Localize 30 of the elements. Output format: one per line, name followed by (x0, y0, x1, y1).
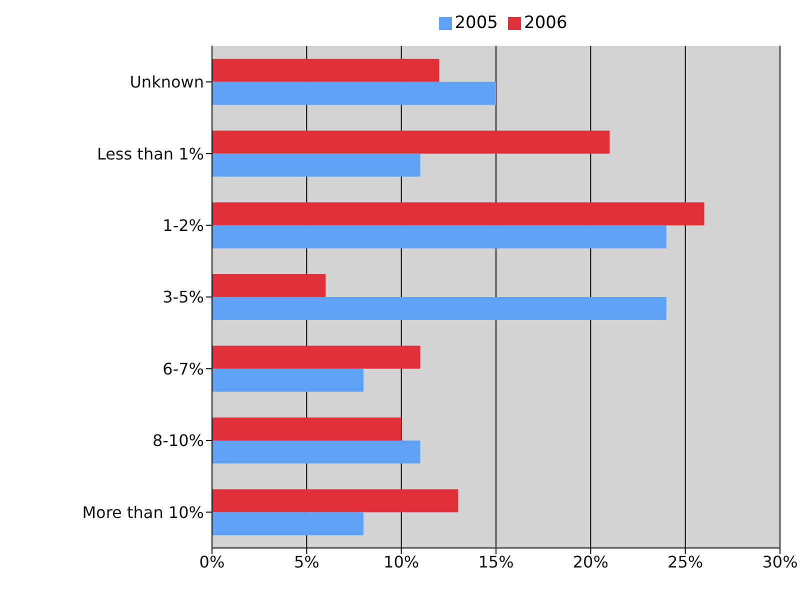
bar (212, 274, 326, 298)
legend-label: 2005 (454, 13, 498, 33)
bar (212, 440, 420, 464)
bar (212, 154, 420, 177)
bar (212, 346, 420, 369)
x-tick-label: 10% (384, 552, 420, 572)
bar (212, 512, 364, 536)
x-tick-label: 25% (668, 552, 704, 572)
bar (212, 297, 666, 320)
y-tick-label: More than 10% (82, 502, 204, 522)
y-tick-label: 1-2% (162, 216, 204, 235)
bar (212, 82, 496, 105)
bar (212, 368, 364, 392)
y-tick-label: 3-5% (162, 288, 204, 307)
bar (212, 489, 458, 512)
bar (212, 58, 440, 82)
x-tick-label: 20% (572, 552, 608, 572)
legend-label: 2006 (523, 13, 568, 33)
y-tick-label: 6-7% (162, 359, 204, 378)
y-tick-label: Unknown (130, 72, 204, 92)
bar (212, 130, 610, 154)
bar (212, 225, 666, 248)
bar (212, 417, 402, 440)
x-tick-label: 5% (294, 552, 320, 572)
y-tick-label: Less than 1% (96, 144, 204, 164)
bar (212, 202, 704, 226)
y-tick-label: 8-10% (152, 431, 204, 450)
x-tick-label: 30% (762, 552, 798, 572)
x-tick-label: 15% (478, 552, 514, 572)
x-tick-label: 0% (199, 552, 225, 572)
